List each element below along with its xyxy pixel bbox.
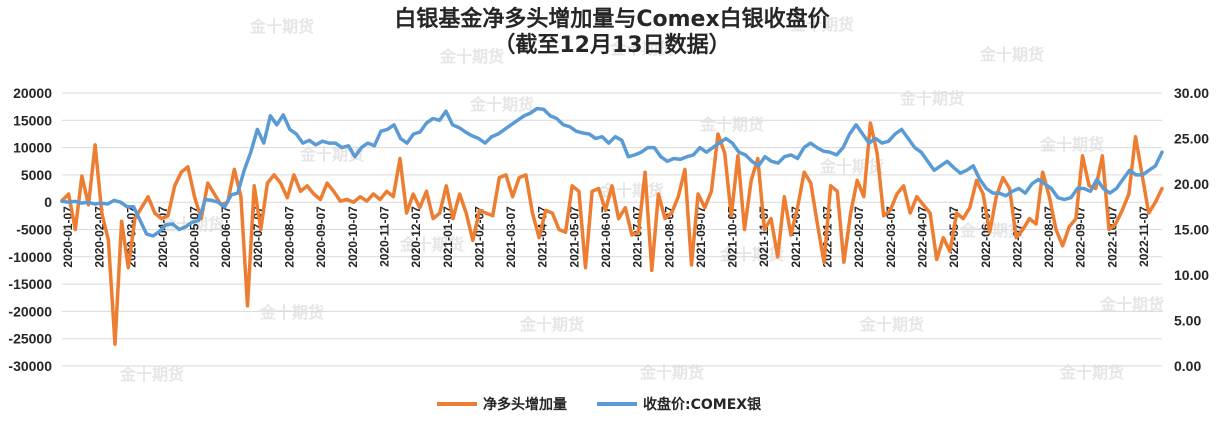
left-tick-label: -25000 [8,331,52,347]
watermark-text: 金十期货 [119,365,184,384]
x-tick-label: 2020-06-07 [219,206,233,268]
watermark-text: 金十期货 [1099,295,1164,314]
right-tick-label: 10.00 [1174,267,1209,283]
x-tick-label: 2021-08-07 [662,206,676,268]
watermark-text: 金十期货 [609,39,674,58]
x-tick-label: 2022-11-07 [1137,206,1151,267]
watermark-text: 金十期货 [299,145,364,164]
x-tick-label: 2021-06-07 [599,206,613,268]
x-tick-label: 2020-12-07 [409,206,423,268]
left-tick-label: 0 [44,194,52,210]
left-tick-label: 20000 [13,85,52,101]
left-tick-label: -10000 [8,249,52,265]
x-tick-label: 2022-09-07 [1074,206,1088,268]
watermark-text: 金十期货 [259,303,324,322]
watermark-text: 金十期货 [699,115,764,134]
watermark-text: 金十期货 [859,315,924,334]
x-tick-label: 2021-10-07 [726,206,740,268]
watermark-text: 金十期货 [469,95,534,114]
right-tick-label: 30.00 [1174,85,1209,101]
x-tick-label: 2022-03-07 [884,206,898,268]
x-tick-label: 2020-08-07 [283,206,297,268]
watermark-text: 金十期货 [979,45,1044,64]
x-tick-label: 2020-10-07 [346,206,360,268]
right-axis-ticks: 30.00 25.00 20.00 15.00 10.00 5.00 0.00 [1174,85,1209,374]
x-tick-label: 2022-02-07 [852,206,866,268]
chart-title: 白银基金净多头增加量与Comex白银收盘价 [394,6,830,32]
x-tick-label: 2020-01-07 [61,206,75,268]
chart-subtitle: （截至12月13日数据） [493,32,730,58]
right-tick-label: 25.00 [1174,131,1209,147]
x-tick-label: 2021-09-07 [694,206,708,268]
watermark-text: 金十期货 [639,363,704,382]
right-tick-label: 5.00 [1174,313,1201,329]
x-tick-label: 2021-05-07 [567,206,581,268]
watermark-text: 金十期货 [399,235,464,254]
watermark-text: 金十期货 [519,315,584,334]
x-tick-label: 2020-09-07 [314,206,328,268]
watermark-text: 金十期货 [439,47,504,66]
x-tick-label: 2021-03-07 [504,206,518,268]
left-tick-label: 10000 [13,140,52,156]
right-tick-label: 15.00 [1174,222,1209,238]
watermark-text: 金十期货 [819,157,884,176]
series-layer [60,106,1164,346]
series-comex-silver-line [60,106,1164,238]
x-tick-label: 2022-04-07 [915,206,929,268]
x-tick-label: 2021-07-07 [631,206,645,268]
left-tick-label: 5000 [21,167,52,183]
gridlines [62,92,1162,367]
x-tick-label: 2021-04-07 [536,206,550,268]
legend-label: 净多头增加量 [483,396,567,413]
watermark-text: 金十期货 [249,17,314,36]
right-tick-label: 20.00 [1174,176,1209,192]
x-tick-label: 2021-01-07 [441,206,455,268]
left-tick-label: -20000 [8,303,52,319]
left-tick-label: 15000 [13,112,52,128]
left-tick-label: -30000 [8,358,52,374]
x-tick-label: 2020-02-07 [93,206,107,268]
right-tick-label: 0.00 [1174,358,1201,374]
watermark-text: 金十期货 [789,15,854,34]
x-tick-label: 2021-12-07 [789,206,803,268]
legend-label: 收盘价:COMEX银 [643,396,762,413]
series-net-long-line [60,121,1164,346]
x-tick-label: 2020-11-07 [377,206,391,267]
watermark-text: 金十期货 [899,89,964,108]
x-tick-label: 2020-04-07 [156,206,170,268]
watermark-text: 金十期货 [1039,135,1104,154]
left-tick-label: -15000 [8,276,52,292]
left-axis-ticks: 20000 15000 10000 5000 0 -5000 -10000 -15000 -20… [8,85,52,374]
watermark-text: 金十期货 [719,245,784,264]
left-tick-label: -5000 [16,222,52,238]
watermark-text: 金十期货 [1059,363,1124,382]
legend: 净多头增加量 收盘价:COMEX银 [437,396,762,413]
